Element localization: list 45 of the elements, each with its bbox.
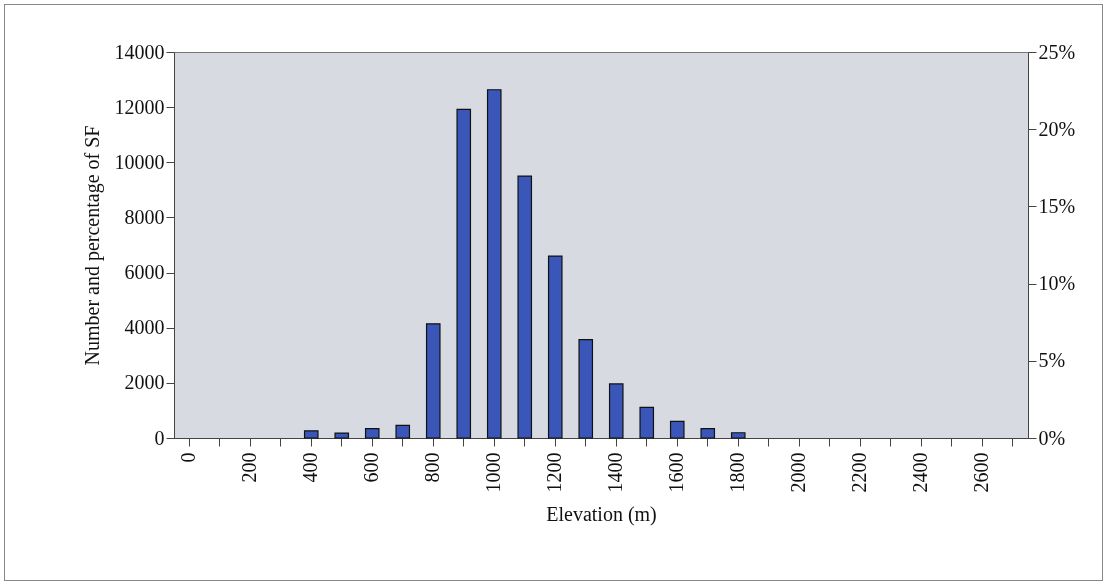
bar bbox=[639, 406, 655, 439]
x-tick-label: 1800 bbox=[726, 452, 749, 493]
bar bbox=[517, 175, 533, 439]
y-axis-title: Number and percentage of SF bbox=[80, 125, 104, 366]
y-tick-label: 2000 bbox=[124, 371, 165, 394]
y-tick-label: 4000 bbox=[124, 316, 165, 339]
x-tick-label: 0 bbox=[177, 452, 200, 463]
y2-tick-label: 25% bbox=[1038, 40, 1076, 63]
y2-tick-label: 20% bbox=[1038, 117, 1076, 140]
x-tick-label: 2000 bbox=[787, 452, 810, 493]
y2-tick-label: 5% bbox=[1038, 349, 1066, 372]
y-tick-label: 12000 bbox=[114, 95, 165, 118]
bar bbox=[669, 420, 685, 439]
x-tick-label: 800 bbox=[421, 452, 444, 483]
bar bbox=[730, 432, 746, 439]
x-tick-label: 600 bbox=[360, 452, 383, 483]
bar bbox=[700, 428, 716, 439]
y-tick-label: 10000 bbox=[114, 150, 165, 173]
bar bbox=[456, 108, 472, 439]
bar bbox=[303, 430, 319, 439]
y-tick-label: 6000 bbox=[124, 261, 165, 284]
x-tick-label: 2400 bbox=[909, 452, 932, 493]
bar bbox=[334, 432, 350, 439]
bar bbox=[364, 428, 380, 439]
x-tick-label: 1600 bbox=[665, 452, 688, 493]
y2-tick-label: 0% bbox=[1038, 426, 1066, 449]
bar bbox=[486, 89, 502, 439]
x-tick-label: 1200 bbox=[543, 452, 566, 493]
y-tick-label: 8000 bbox=[124, 205, 165, 228]
x-tick-label: 2600 bbox=[970, 452, 993, 493]
x-tick-label: 200 bbox=[238, 452, 261, 483]
x-tick-label: 1000 bbox=[482, 452, 505, 493]
y2-tick-label: 10% bbox=[1038, 272, 1076, 295]
x-tick-label: 400 bbox=[299, 452, 322, 483]
y-tick-label: 0 bbox=[154, 426, 165, 449]
bar bbox=[547, 255, 563, 439]
x-tick-label: 1400 bbox=[604, 452, 627, 493]
bar bbox=[395, 424, 411, 439]
bar bbox=[608, 383, 624, 439]
bar bbox=[578, 338, 594, 439]
y-tick-label: 14000 bbox=[114, 40, 165, 63]
x-tick-label: 2200 bbox=[848, 452, 871, 493]
x-axis-title: Elevation (m) bbox=[546, 502, 657, 526]
bar bbox=[425, 323, 441, 439]
y2-tick-label: 15% bbox=[1038, 194, 1076, 217]
